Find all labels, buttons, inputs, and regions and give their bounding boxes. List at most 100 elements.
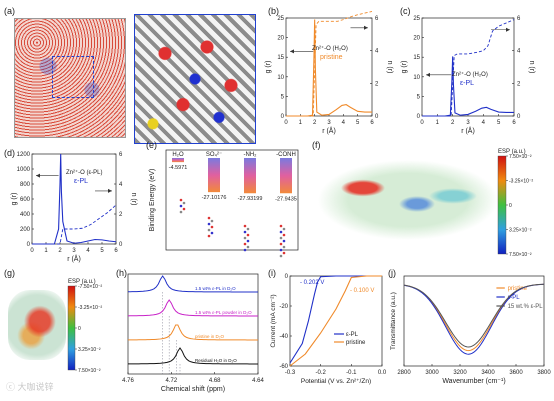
y-tick-label: 1000	[17, 167, 31, 173]
plot-frame	[403, 275, 545, 367]
x-tick-label: 3	[327, 120, 331, 126]
x-tick-label: 2	[451, 120, 455, 126]
x-tick-label: 2	[313, 120, 317, 126]
binding-energy-bar	[244, 158, 256, 194]
category-label: -NH₂	[244, 152, 258, 158]
x-axis-label: r (Å)	[461, 126, 475, 135]
x-axis-label: Potential (V vs. Zn²⁺/Zn)	[301, 378, 371, 385]
molecule-atom	[210, 231, 214, 235]
y-tick-label: 800	[20, 182, 31, 188]
colorbar-tick-label: 0	[78, 326, 81, 332]
y2-tick-label: 6	[375, 16, 379, 22]
bar-value-label: -4.5971	[169, 165, 188, 171]
panel-label-c: (c)	[400, 6, 411, 16]
x-tick-label: 2	[58, 248, 62, 254]
plot-frame	[127, 273, 259, 375]
binding-energy-bar	[172, 158, 184, 163]
annotation-system: ε-PL	[74, 178, 88, 185]
molecule-atom	[182, 207, 186, 211]
md-zoom-dashed-box	[52, 56, 94, 98]
panel-label-h: (h)	[116, 268, 127, 278]
molecule-atom	[207, 228, 211, 232]
annotation-system: ε-PL	[460, 80, 474, 87]
nr-line	[286, 11, 373, 117]
x-tick-label: 0	[420, 120, 424, 126]
y-tick-label: 1200	[17, 152, 31, 158]
panel-label-a: (a)	[4, 6, 15, 16]
colorbar-tick-label: -7.50×10⁻²	[78, 284, 103, 290]
category-label: H₂O	[172, 152, 184, 158]
x-tick-label: 4	[482, 120, 486, 126]
molecule-atom	[282, 233, 286, 237]
molecule-atom	[210, 219, 214, 223]
x-tick-label: -0.1	[346, 370, 357, 376]
molecule-atom	[282, 239, 286, 243]
y2-tick-label: 6	[119, 152, 123, 158]
nmr-spectrum-line	[127, 299, 259, 317]
y-axis-label: g (r)	[401, 61, 408, 74]
molecule-atom	[246, 245, 250, 249]
colorbar-gradient	[67, 285, 76, 371]
colorbar-tick-label: 3.25×10⁻²	[509, 228, 532, 234]
gr-line	[286, 19, 372, 117]
chart-i: -0.3 -0.2 -0.1 0.0 0 -20 -40 -60 Potential (V vs…	[270, 274, 387, 385]
colorbar-tick-label: -3.25×10⁻²	[509, 179, 534, 185]
esp-colorbar-g: ESP (a.u.)-7.50×10⁻² -3.25×10⁻² 0 3.25×10⁻²…	[67, 279, 103, 374]
colorbar-tick-label: -3.25×10⁻²	[78, 305, 103, 311]
category-label: -CONH	[276, 152, 296, 158]
chart-h: 4.76 4.72 4.68 4.64 Chemical shift (ppm) 1.5 …	[122, 273, 264, 393]
watermark-text: ⓒ 大咖说锌	[6, 382, 54, 392]
x-axis-label: r (Å)	[67, 254, 81, 263]
series-label: pristine in D₂O	[195, 334, 225, 339]
category-label: SO₄²⁻	[206, 152, 222, 158]
y2-tick-label: 0	[375, 114, 379, 120]
x-tick-label: 2800	[397, 370, 411, 376]
y-axis-label: Binding Energy (eV)	[149, 169, 156, 232]
y-tick-label: 200	[20, 227, 31, 233]
left-arrowhead	[36, 173, 40, 178]
chart-j: 2800 3000 3200 3400 3600 3800 Wavenumber (cm⁻¹…	[390, 275, 551, 385]
md-zoomed-molecule-image	[134, 14, 256, 144]
esp-surface-f	[318, 160, 498, 240]
colorbar-tick-label: 3.25×10⁻²	[78, 347, 101, 353]
y-tick-label: 20	[277, 36, 284, 42]
y-tick-label: 5	[281, 94, 285, 100]
x-tick-label: -0.2	[315, 370, 326, 376]
y-tick-label: 5	[417, 94, 421, 100]
annotation-species: Zn²⁺-O (H₂O)	[452, 71, 488, 78]
nmr-spectrum-line	[127, 324, 259, 341]
y-tick-label: 15	[277, 55, 284, 61]
molecule-atom	[279, 248, 283, 252]
bar-value-label: -27.9435	[275, 196, 297, 202]
molecule-atom	[246, 239, 250, 243]
nmr-spectrum-line	[127, 275, 259, 293]
y-tick-label: 10	[413, 75, 420, 81]
molecule-atom	[282, 245, 286, 249]
x-tick-label: 0	[30, 248, 34, 254]
legend-label: ε-PL	[508, 295, 521, 301]
molecule-atom	[243, 242, 247, 246]
colorbar-tick-label: 7.50×10⁻²	[78, 368, 101, 374]
plot-frame	[165, 149, 299, 251]
x-tick-label: 3200	[453, 370, 467, 376]
bar-value-label: -27.10176	[202, 195, 227, 201]
molecule-atom	[243, 248, 247, 252]
x-tick-label: 0	[284, 120, 288, 126]
series-label: Residual H₂O in D₂O	[195, 358, 237, 363]
panel-label-g: (g)	[4, 268, 15, 278]
y-tick-label: 0	[285, 274, 289, 280]
series-label: 1.5 wt% ε-PL in D₂O	[195, 286, 236, 291]
y-tick-label: 600	[20, 197, 31, 203]
colorbar-tick-label: 7.50×10⁻²	[509, 154, 532, 160]
plot-frame	[285, 17, 373, 117]
gr-line	[32, 153, 117, 245]
molecule-atom	[207, 222, 211, 226]
x-tick-label: 1	[436, 120, 440, 126]
colorbar-title: ESP (a.u.)	[68, 279, 96, 285]
x-tick-label: 5	[100, 248, 104, 254]
panel-label-e: (e)	[146, 140, 157, 150]
y2-tick-label: 4	[119, 182, 123, 188]
y-tick-label: 25	[277, 16, 284, 22]
esp-surface-g	[8, 290, 66, 360]
y-tick-label: 20	[413, 36, 420, 42]
